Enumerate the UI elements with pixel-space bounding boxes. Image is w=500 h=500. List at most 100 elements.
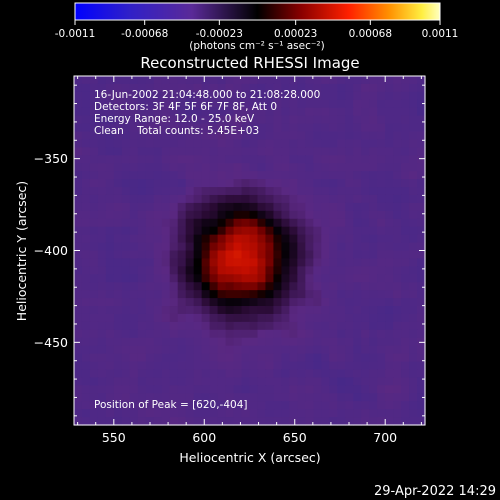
heatmap-cell [153, 115, 163, 125]
heatmap-cell [113, 202, 123, 212]
heatmap-cell [74, 131, 83, 141]
heatmap-cell [305, 306, 314, 315]
heatmap-cell [361, 417, 370, 426]
heatmap-cell [201, 187, 211, 196]
heatmap-cell [121, 321, 131, 331]
heatmap-cell [209, 242, 219, 252]
heatmap-cell [257, 417, 267, 426]
heatmap-cell [97, 155, 107, 164]
heatmap-cell [217, 115, 227, 125]
heatmap-cell [169, 91, 179, 101]
heatmap-cell [153, 337, 163, 347]
heatmap-cell [409, 155, 418, 164]
heatmap-cell [129, 306, 139, 315]
heatmap-cell [105, 377, 115, 386]
heatmap-cell [361, 258, 370, 267]
heatmap-cell [169, 139, 179, 148]
heatmap-cell [185, 76, 195, 85]
heatmap-cell [185, 250, 195, 260]
heatmap-cell [137, 226, 147, 236]
heatmap-cell [185, 99, 195, 109]
heatmap-cell [369, 123, 378, 133]
heatmap-cell [185, 290, 195, 299]
heatmap-cell [153, 76, 163, 85]
heatmap-cell [353, 139, 362, 148]
heatmap-cell [409, 274, 418, 283]
heatmap-cell [393, 306, 402, 315]
heatmap-cell [185, 115, 195, 125]
heatmap-cell [113, 290, 123, 299]
heatmap-cell [209, 107, 219, 117]
heatmap-cell [273, 250, 283, 260]
heatmap-cell [417, 123, 426, 133]
heatmap-cell [361, 194, 370, 204]
heatmap-cell [385, 361, 394, 371]
heatmap-cell [217, 226, 227, 236]
heatmap-cell [369, 401, 378, 410]
heatmap-cell [297, 242, 306, 252]
heatmap-cell [241, 282, 251, 291]
x-axis-label: Heliocentric X (arcsec) [179, 450, 320, 465]
heatmap-cell [289, 179, 298, 188]
heatmap-cell [145, 131, 155, 141]
heatmap-cell [329, 417, 338, 426]
heatmap-cell [177, 290, 187, 299]
heatmap-cell [377, 321, 386, 331]
heatmap-cell [369, 115, 378, 125]
heatmap-cell [417, 274, 426, 283]
heatmap-cell [249, 155, 259, 164]
heatmap-cell [161, 171, 171, 180]
heatmap-cell [417, 194, 426, 204]
heatmap-cell [185, 353, 195, 363]
heatmap-cell [265, 171, 275, 180]
heatmap-cell [74, 274, 83, 283]
heatmap-cell [185, 187, 195, 196]
heatmap-cell [353, 83, 362, 93]
heatmap-cell [153, 194, 163, 204]
heatmap-cell [345, 242, 354, 252]
heatmap-cell [113, 226, 123, 236]
heatmap-cell [265, 306, 275, 315]
heatmap-cell [297, 163, 306, 172]
heatmap-cell [409, 139, 418, 148]
heatmap-cell [209, 91, 219, 101]
heatmap-cell [145, 290, 155, 299]
heatmap-cell [74, 258, 83, 267]
heatmap-cell [153, 282, 163, 291]
heatmap-cell [313, 337, 322, 347]
heatmap-cell [265, 187, 275, 196]
heatmap-cell [289, 115, 298, 125]
heatmap-cell [233, 99, 243, 109]
heatmap-cell [361, 234, 370, 244]
heatmap-cell [353, 123, 362, 133]
heatmap-cell [121, 91, 131, 101]
heatmap-cell [81, 321, 91, 331]
heatmap-cell [417, 83, 426, 93]
heatmap-cell [313, 218, 322, 228]
heatmap-cell [121, 313, 131, 323]
heatmap-cell [321, 274, 330, 283]
heatmap-cell [409, 202, 418, 212]
heatmap-cell [137, 242, 147, 252]
heatmap-cell [233, 91, 243, 101]
heatmap-cell [257, 369, 267, 379]
heatmap-cell [193, 242, 203, 252]
heatmap-cell [305, 393, 314, 402]
heatmap-cell [393, 76, 402, 85]
heatmap-cell [201, 377, 211, 386]
heatmap-cell [369, 147, 378, 156]
heatmap-cell [217, 155, 227, 164]
colorbar-tick-label: 0.0011 [422, 28, 459, 40]
heatmap-cell [281, 171, 290, 180]
heatmap-cell [161, 313, 171, 323]
heatmap-cell [161, 139, 171, 148]
heatmap-cell [217, 250, 227, 260]
heatmap-cell [297, 401, 306, 410]
heatmap-cell [209, 361, 219, 371]
heatmap-cell [401, 353, 410, 363]
heatmap-cell [297, 171, 306, 180]
heatmap-cell [225, 250, 235, 260]
x-tick-label: 600 [192, 430, 216, 445]
heatmap-cell [153, 266, 163, 275]
heatmap-cell [81, 250, 91, 260]
